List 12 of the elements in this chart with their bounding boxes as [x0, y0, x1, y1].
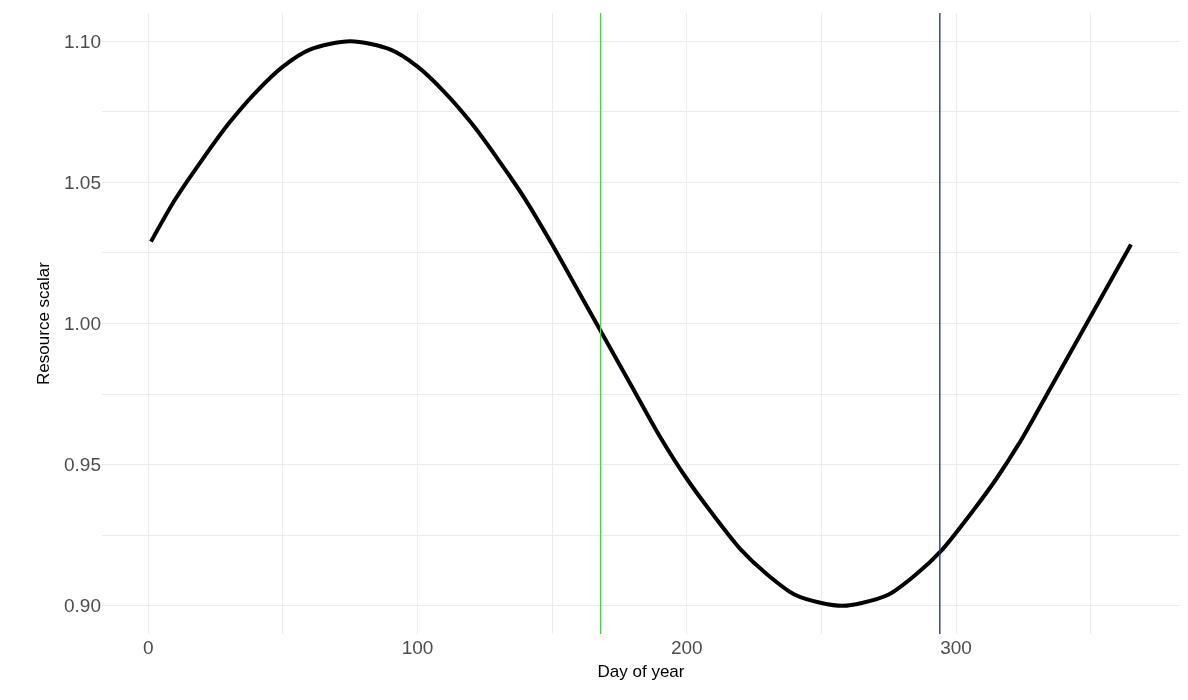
- x-tick-label: 300: [940, 637, 972, 658]
- y-tick-label: 1.10: [64, 30, 101, 52]
- x-tick-label: 200: [670, 637, 703, 658]
- x-tick-label: 100: [401, 637, 434, 658]
- y-axis-title: Resource scalar: [33, 261, 53, 385]
- y-tick-label: 0.95: [64, 454, 101, 476]
- y-tick-label: 1.00: [64, 313, 101, 335]
- x-tick-label: 0: [143, 637, 154, 658]
- line-series: [149, 39, 1133, 608]
- y-tick-label: 1.05: [64, 172, 101, 194]
- x-axis-title: Day of year: [597, 662, 685, 682]
- y-tick-label: 0.90: [64, 595, 101, 617]
